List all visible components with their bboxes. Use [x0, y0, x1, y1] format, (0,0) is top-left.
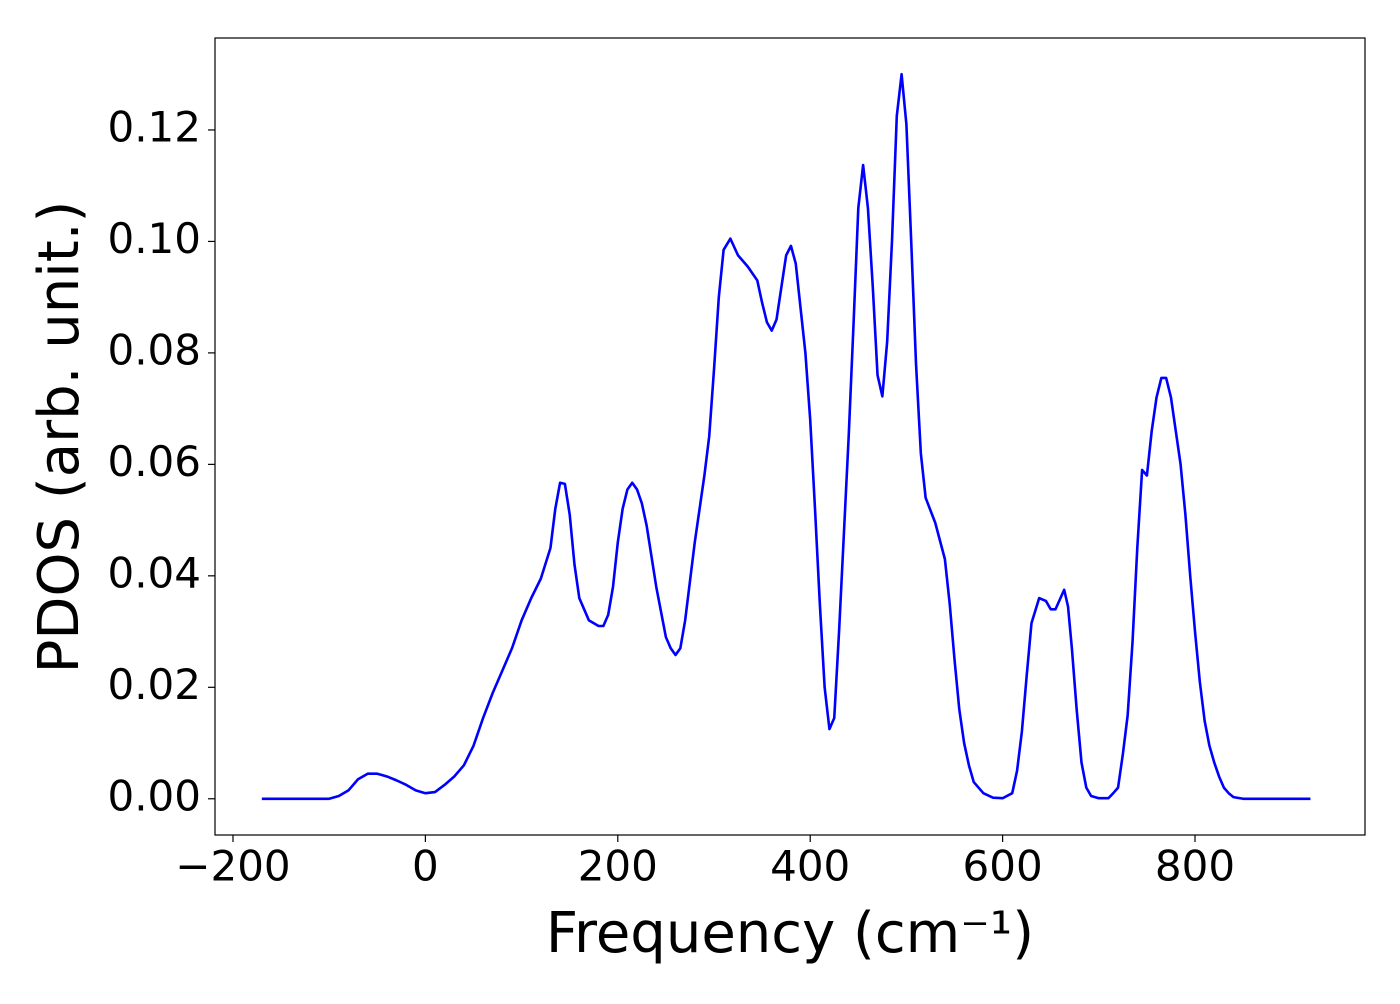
y-tick-label: 0.08 [107, 325, 201, 374]
x-tick-label: 0 [412, 842, 439, 891]
x-axis-label: Frequency (cm⁻¹) [546, 901, 1034, 966]
x-tick-label: 600 [963, 842, 1043, 891]
y-tick-label: 0.06 [107, 437, 201, 486]
x-tick-label: 400 [770, 842, 850, 891]
data-line [261, 72, 1311, 801]
y-tick-label: 0.04 [107, 548, 201, 597]
x-tick-label: 800 [1155, 842, 1235, 891]
y-axis-label: PDOS (arb. unit.) [27, 201, 92, 674]
x-tick-label: −200 [175, 842, 290, 891]
y-tick-label: 0.12 [107, 102, 201, 151]
plot-frame [214, 37, 1366, 836]
y-tick-label: 0.00 [107, 771, 201, 820]
y-tick-label: 0.02 [107, 660, 201, 709]
y-tick-label: 0.10 [107, 214, 201, 263]
x-tick-label: 200 [578, 842, 658, 891]
